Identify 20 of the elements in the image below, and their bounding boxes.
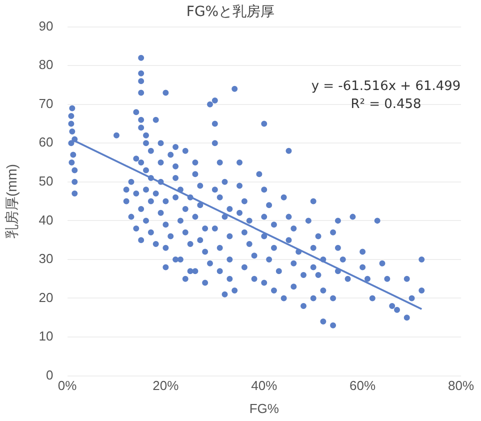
- y-tick-label: 60: [38, 134, 54, 150]
- x-tick-label: 0%: [58, 378, 78, 394]
- annotation: y = -61.516x + 61.499: [311, 78, 461, 94]
- y-tick-label: 80: [38, 57, 54, 72]
- y-axis-title: 乳房厚(mm): [3, 164, 20, 239]
- y-tick-label: 90: [38, 18, 54, 34]
- y-tick-label: 40: [38, 212, 54, 228]
- x-tick-label: 20%: [152, 378, 180, 394]
- annotation: R² = 0.458: [350, 96, 422, 112]
- y-tick-label: 10: [38, 328, 54, 344]
- y-tick-label: 50: [38, 173, 54, 188]
- y-tick-label: 20: [38, 290, 54, 305]
- y-tick-label: 70: [38, 96, 54, 111]
- y-tick-label: 0: [46, 367, 54, 382]
- y-tick-label: 30: [38, 251, 54, 266]
- x-tick-label: 80%: [448, 378, 474, 394]
- x-tick-label: 40%: [251, 378, 278, 394]
- x-axis-title: FG%: [249, 400, 280, 416]
- chart-title: FG%と乳房厚: [186, 4, 275, 20]
- x-tick-label: 60%: [350, 378, 376, 394]
